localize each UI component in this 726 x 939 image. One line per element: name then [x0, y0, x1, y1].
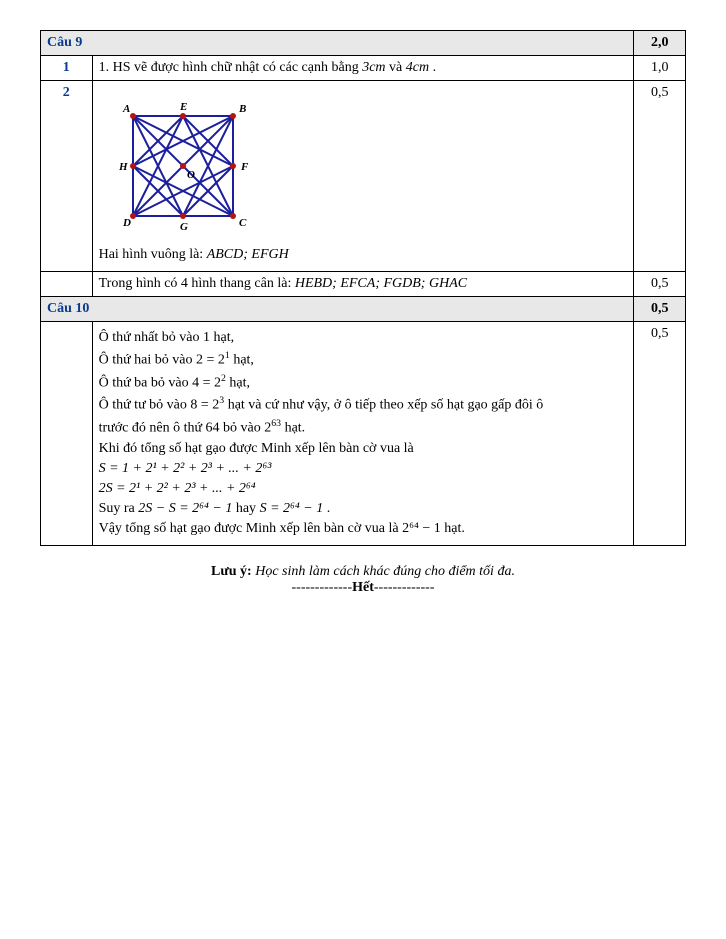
svg-text:D: D — [122, 217, 131, 229]
q9-r3-math: HEBD; EFCA; FGDB; GHAC — [295, 276, 467, 291]
m: 2S = 2¹ + 2² + 2³ + ... + 2⁶⁴ — [99, 481, 256, 496]
t: trước đó nên ô thứ 64 bỏ vào — [99, 421, 265, 436]
q9-total-score: 2,0 — [634, 31, 686, 56]
footer: Lưu ý: Học sinh làm cách khác đúng cho đ… — [40, 564, 686, 596]
q9-r1-m2: 4cm — [406, 60, 429, 75]
q10-blank — [41, 322, 93, 546]
q9-r1-mid: và — [386, 60, 406, 75]
m: S = 1 + 2¹ + 2² + 2³ + ... + 2⁶³ — [99, 461, 272, 476]
q9-r1-after: . — [429, 60, 436, 75]
q10-label: Câu 10 — [41, 297, 634, 322]
q9-figure: A B C D E F G H O — [103, 91, 263, 236]
q10-row: Ô thứ nhất bỏ vào 1 hạt, Ô thứ hai bỏ và… — [41, 322, 686, 546]
t: . — [323, 501, 330, 516]
t: Ô thứ ba bỏ vào — [99, 375, 193, 390]
t: Vậy tổng số hạt gạo được Minh xếp lên bà… — [99, 521, 403, 536]
q9-sq-prefix: Hai hình vuông là: — [99, 247, 207, 262]
m: 2S − S = 2⁶⁴ − 1 — [138, 501, 232, 516]
q10-l8: 2S = 2¹ + 2² + 2³ + ... + 2⁶⁴ — [99, 481, 628, 497]
q10-l6: Khi đó tổng số hạt gạo được Minh xếp lên… — [99, 441, 628, 457]
q9-header-row: Câu 9 2,0 — [41, 31, 686, 56]
q9-row2: 2 A B C D E F G H O Hai hình vuông là: ABCD; EFG… — [41, 81, 686, 272]
t: Suy ra — [99, 501, 139, 516]
q9-row3-score: 0,5 — [634, 272, 686, 297]
q9-row2-score: 0,5 — [634, 81, 686, 272]
q9-r1-m1: 3cm — [362, 60, 385, 75]
footer-note: Lưu ý: Học sinh làm cách khác đúng cho đ… — [40, 564, 686, 580]
page: Câu 9 2,0 1 1. HS vẽ được hình chữ nhật … — [0, 0, 726, 626]
svg-text:O: O — [187, 169, 195, 181]
m: S = 2⁶⁴ − 1 — [260, 501, 324, 516]
t: hạt. — [281, 421, 305, 436]
q10-total-score: 0,5 — [634, 297, 686, 322]
t: hạt, — [226, 375, 250, 390]
q10-l5: trước đó nên ô thứ 64 bỏ vào 263 hạt. — [99, 418, 628, 437]
svg-text:A: A — [122, 103, 130, 115]
sup: 63 — [271, 418, 281, 429]
q10-score: 0,5 — [634, 322, 686, 546]
q9-row1-score: 1,0 — [634, 56, 686, 81]
q10-l7: S = 1 + 2¹ + 2² + 2³ + ... + 2⁶³ — [99, 461, 628, 477]
svg-text:E: E — [179, 101, 187, 113]
q9-row2-num: 2 — [41, 81, 93, 272]
t: hạt. — [441, 521, 465, 536]
t: 4 = 2 — [192, 375, 221, 390]
svg-text:B: B — [238, 103, 246, 115]
footer-bold: Lưu ý: — [211, 564, 252, 579]
t: Ô thứ tư bỏ vào — [99, 398, 191, 413]
q9-row2-content: A B C D E F G H O Hai hình vuông là: ABCD; EFGH — [92, 81, 634, 272]
q10-l2: Ô thứ hai bỏ vào 2 = 21 hạt, — [99, 350, 628, 369]
q9-row3: Trong hình có 4 hình thang cân là: HEBD;… — [41, 272, 686, 297]
q10-l1: Ô thứ nhất bỏ vào 1 hạt, — [99, 330, 628, 346]
answer-table: Câu 9 2,0 1 1. HS vẽ được hình chữ nhật … — [40, 30, 686, 546]
t: 2 = 2 — [196, 353, 225, 368]
q9-squares-line: Hai hình vuông là: ABCD; EFGH — [99, 247, 628, 263]
svg-text:F: F — [240, 161, 249, 173]
footer-ital: Học sinh làm cách khác đúng cho điểm tối… — [252, 564, 515, 579]
t: hạt và cứ như vậy, ở ô tiếp theo xếp số … — [224, 398, 543, 413]
t: hay — [232, 501, 259, 516]
t: Ô thứ hai bỏ vào — [99, 353, 196, 368]
q9-label: Câu 9 — [41, 31, 634, 56]
q10-l9: Suy ra 2S − S = 2⁶⁴ − 1 hay S = 2⁶⁴ − 1 … — [99, 501, 628, 517]
footer-end: -------------Hết------------- — [40, 580, 686, 596]
q10-l4: Ô thứ tư bỏ vào 8 = 23 hạt và cứ như vậy… — [99, 395, 628, 414]
t: 8 = 2 — [190, 398, 219, 413]
svg-text:C: C — [239, 217, 247, 229]
q9-row3-blank — [41, 272, 93, 297]
q10-content: Ô thứ nhất bỏ vào 1 hạt, Ô thứ hai bỏ và… — [92, 322, 634, 546]
q9-row1-num: 1 — [41, 56, 93, 81]
t: hạt, — [230, 353, 254, 368]
q10-l10: Vậy tổng số hạt gạo được Minh xếp lên bà… — [99, 521, 628, 537]
svg-text:H: H — [118, 161, 128, 173]
q9-row3-text: Trong hình có 4 hình thang cân là: HEBD;… — [92, 272, 634, 297]
q9-figure-wrap: A B C D E F G H O — [99, 85, 628, 243]
q9-r3-prefix: Trong hình có 4 hình thang cân là: — [99, 276, 295, 291]
q9-sq-math: ABCD; EFGH — [207, 247, 289, 262]
q9-row1-text: 1. HS vẽ được hình chữ nhật có các cạnh … — [92, 56, 634, 81]
q9-r1-before: 1. HS vẽ được hình chữ nhật có các cạnh … — [99, 60, 363, 75]
q10-l3: Ô thứ ba bỏ vào 4 = 22 hạt, — [99, 373, 628, 392]
svg-text:G: G — [180, 221, 188, 233]
q10-header-row: Câu 10 0,5 — [41, 297, 686, 322]
m: 2⁶⁴ − 1 — [402, 521, 441, 536]
q9-row1: 1 1. HS vẽ được hình chữ nhật có các cạn… — [41, 56, 686, 81]
